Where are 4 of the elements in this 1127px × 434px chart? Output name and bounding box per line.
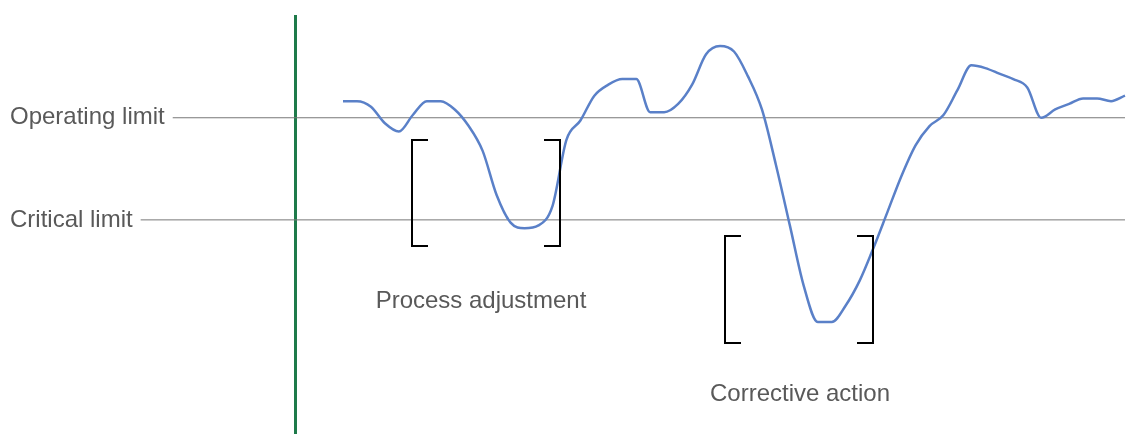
text: Corrective action — [709, 378, 891, 406]
ref-line-label: Critical limit — [10, 204, 133, 232]
ref-line-label: Operating limit — [10, 102, 166, 130]
annotation: Process adjustment — [375, 285, 587, 313]
